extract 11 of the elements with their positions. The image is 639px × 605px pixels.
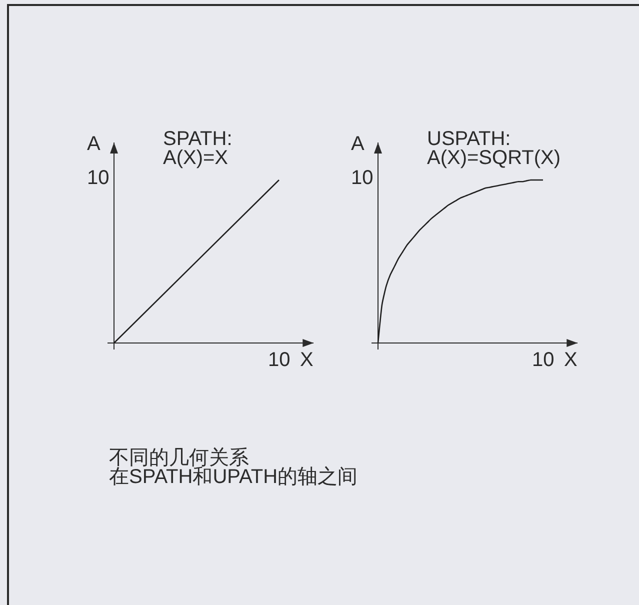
chart-title: SPATH: A(X)=X <box>163 128 232 169</box>
y-axis-title: A <box>351 133 365 155</box>
annotation: 10 <box>87 167 110 189</box>
x-axis-title: X <box>564 349 578 371</box>
chart-title: USPATH: A(X)=SQRT(X) <box>427 128 561 169</box>
text: 10 <box>268 349 290 371</box>
y-axis-title: A <box>87 133 101 155</box>
text: 10 <box>532 349 554 371</box>
text: 10 <box>351 167 374 189</box>
x-axis-title: X <box>300 349 314 371</box>
text: 在SPATH和UPATH的轴之间 <box>109 466 358 488</box>
